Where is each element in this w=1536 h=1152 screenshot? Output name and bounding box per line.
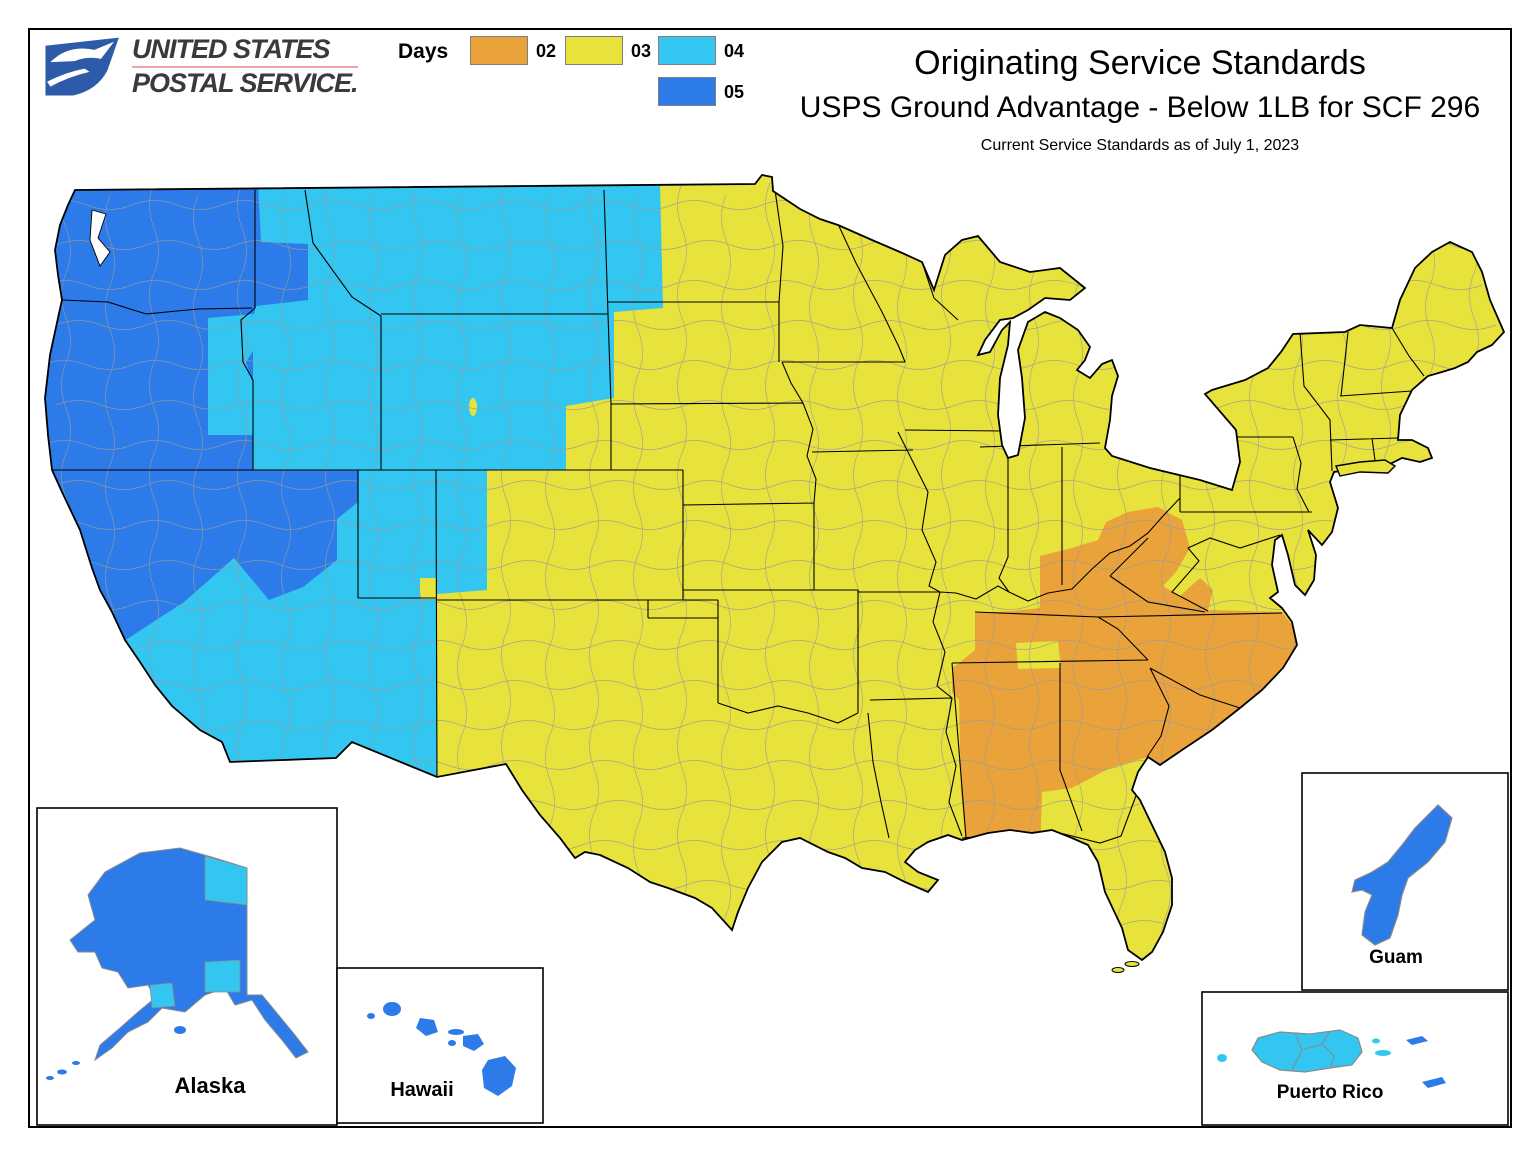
legend-swatch-05-rect bbox=[658, 77, 716, 106]
map-outer-border bbox=[28, 28, 1512, 1128]
state-boundaries bbox=[45, 189, 1425, 844]
legend-swatch-03 bbox=[565, 36, 623, 65]
inset-label-guam: Guam bbox=[1369, 947, 1423, 968]
alaska-4day-patch-south bbox=[204, 959, 241, 993]
zone-05-pacific-west bbox=[45, 183, 358, 641]
guam-shape bbox=[1351, 804, 1453, 946]
usps-logo-line1: UNITED STATES bbox=[132, 36, 358, 68]
legend-swatch-04-rect bbox=[658, 36, 716, 65]
patch-03-southeast-utah bbox=[420, 578, 437, 599]
patch-03-wyoming bbox=[469, 398, 477, 416]
usps-logo-text: UNITED STATES POSTAL SERVICE. bbox=[132, 36, 359, 98]
usps-eagle-icon bbox=[45, 37, 119, 96]
page-subtitle: USPS Ground Advantage - Below 1LB for SC… bbox=[799, 91, 1481, 124]
zone-04-eastern-oregon-notch bbox=[208, 314, 260, 435]
inset-puerto-rico: Puerto Rico bbox=[1201, 991, 1509, 1126]
usps-logo-line2: POSTAL SERVICE. bbox=[132, 68, 359, 98]
inset-label-hawaii: Hawaii bbox=[390, 1079, 453, 1101]
legend-swatch-05 bbox=[658, 77, 716, 106]
inset-alaska: Alaska bbox=[36, 807, 338, 1126]
virgin-islands-5day bbox=[1406, 1036, 1446, 1088]
hawaii-islands bbox=[367, 1002, 516, 1096]
legend-swatch-02-rect bbox=[470, 36, 528, 65]
inset-guam: Guam bbox=[1301, 772, 1509, 991]
inset-label-puerto-rico: Puerto Rico bbox=[1277, 1082, 1384, 1103]
legend-swatch-02 bbox=[470, 36, 528, 65]
page-note: Current Service Standards as of July 1, … bbox=[980, 137, 1300, 154]
page-title: Originating Service Standards bbox=[914, 44, 1366, 82]
puerto-rico-zip-lines bbox=[1291, 1030, 1335, 1071]
legend-label-02: 02 bbox=[536, 41, 557, 61]
legend-label-04: 04 bbox=[724, 41, 745, 61]
puget-sound bbox=[89, 209, 111, 267]
long-island bbox=[1335, 459, 1397, 477]
legend: Days 02 03 04 05 bbox=[398, 34, 758, 114]
alaska-4day-patch-west bbox=[149, 982, 176, 1009]
legend-swatch-04 bbox=[658, 36, 716, 65]
patch-03-north-alabama bbox=[1016, 641, 1061, 669]
puerto-rico-shape bbox=[1251, 1029, 1363, 1073]
puerto-rico-islands-4day bbox=[1217, 1038, 1391, 1062]
inset-label-alaska: Alaska bbox=[175, 1073, 247, 1098]
inset-hawaii: Hawaii bbox=[336, 967, 544, 1124]
legend-swatch-03-rect bbox=[565, 36, 623, 65]
legend-label-03: 03 bbox=[631, 41, 652, 61]
title-block: Originating Service Standards USPS Groun… bbox=[760, 44, 1520, 155]
florida-keys bbox=[1111, 961, 1140, 973]
aleutian-islands bbox=[46, 1026, 186, 1080]
usps-logo: UNITED STATES POSTAL SERVICE. bbox=[42, 36, 359, 98]
legend-label-05: 05 bbox=[724, 82, 745, 102]
legend-title: Days bbox=[398, 40, 449, 63]
alaska-4day-patch-north bbox=[204, 855, 248, 906]
